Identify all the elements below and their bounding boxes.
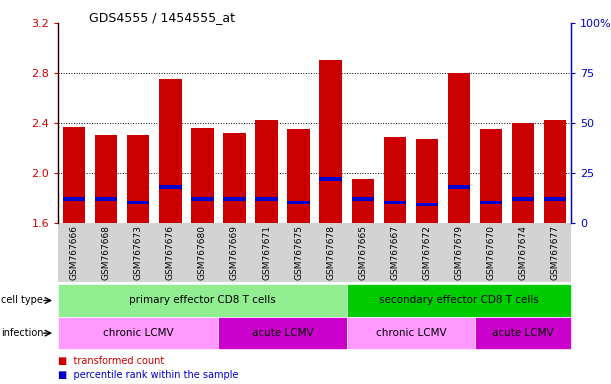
Bar bbox=[320, 61, 342, 223]
Bar bbox=[159, 79, 181, 223]
Bar bbox=[287, 129, 310, 223]
Bar bbox=[512, 123, 535, 223]
Bar bbox=[95, 197, 117, 200]
Bar bbox=[415, 203, 438, 207]
Bar bbox=[223, 133, 246, 223]
Text: ■  transformed count: ■ transformed count bbox=[58, 356, 164, 366]
Text: chronic LCMV: chronic LCMV bbox=[103, 328, 174, 338]
Bar bbox=[191, 128, 214, 223]
Text: secondary effector CD8 T cells: secondary effector CD8 T cells bbox=[379, 295, 539, 306]
Text: GDS4555 / 1454555_at: GDS4555 / 1454555_at bbox=[89, 12, 235, 25]
Bar bbox=[512, 197, 535, 200]
Bar bbox=[544, 121, 566, 223]
Bar bbox=[127, 136, 150, 223]
Bar bbox=[255, 197, 278, 200]
Bar bbox=[127, 201, 150, 205]
Text: primary effector CD8 T cells: primary effector CD8 T cells bbox=[129, 295, 276, 306]
Bar bbox=[384, 137, 406, 223]
Text: acute LCMV: acute LCMV bbox=[492, 328, 554, 338]
Bar bbox=[287, 201, 310, 205]
Bar bbox=[63, 197, 86, 200]
Bar bbox=[191, 197, 214, 200]
Bar bbox=[351, 179, 374, 223]
Bar bbox=[255, 121, 278, 223]
Bar bbox=[63, 127, 86, 223]
Text: infection: infection bbox=[1, 328, 44, 338]
Text: chronic LCMV: chronic LCMV bbox=[376, 328, 446, 338]
Bar bbox=[448, 73, 470, 223]
Bar bbox=[415, 139, 438, 223]
Text: cell type: cell type bbox=[1, 295, 43, 306]
Bar bbox=[384, 201, 406, 205]
Bar bbox=[544, 197, 566, 200]
Bar bbox=[95, 136, 117, 223]
Text: acute LCMV: acute LCMV bbox=[252, 328, 313, 338]
Bar bbox=[480, 201, 502, 205]
Bar bbox=[320, 177, 342, 180]
Bar bbox=[351, 197, 374, 200]
Bar bbox=[448, 185, 470, 189]
Bar bbox=[480, 129, 502, 223]
Bar bbox=[159, 185, 181, 189]
Text: ■  percentile rank within the sample: ■ percentile rank within the sample bbox=[58, 370, 238, 380]
Bar bbox=[223, 197, 246, 200]
